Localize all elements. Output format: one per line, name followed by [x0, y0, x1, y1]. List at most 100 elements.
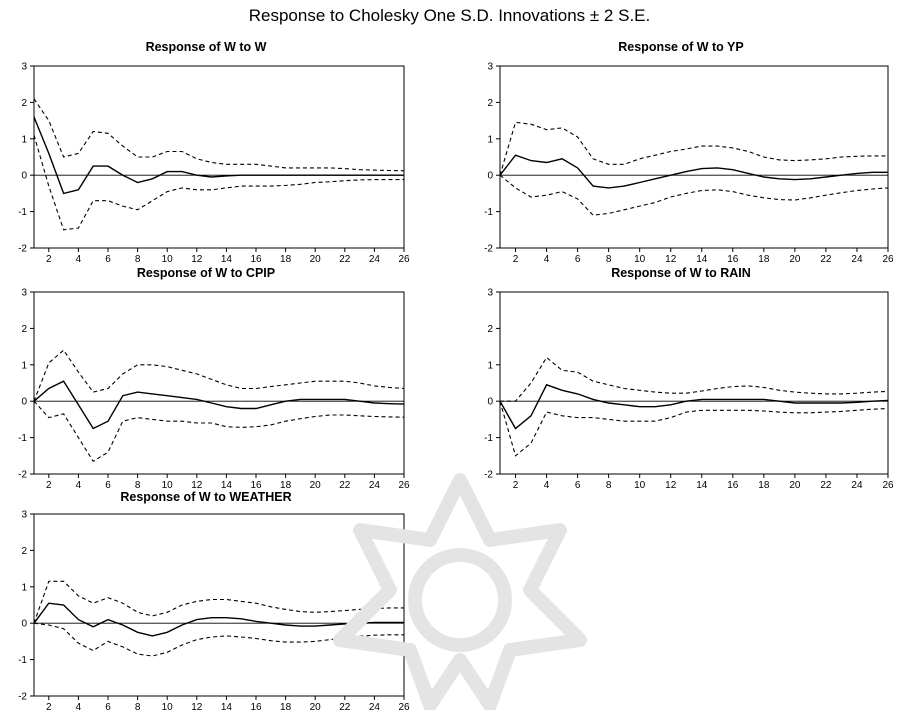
- x-tick-label: 24: [369, 702, 381, 713]
- x-tick-label: 12: [665, 254, 677, 265]
- x-tick-label: 4: [544, 480, 550, 491]
- x-tick-label: 18: [758, 480, 770, 491]
- y-tick-label: -2: [18, 470, 27, 481]
- x-tick-label: 6: [575, 480, 581, 491]
- x-tick-label: 18: [280, 702, 292, 713]
- response-line: [499, 383, 889, 430]
- x-tick-label: 20: [789, 480, 801, 491]
- x-tick-label: 10: [634, 480, 646, 491]
- panel-title: Response of W to RAIN: [611, 266, 751, 280]
- x-tick-label: 8: [606, 480, 612, 491]
- x-tick-label: 6: [105, 702, 111, 713]
- panel-w-to-rain: Response of W to RAIN -2 -1 0 1 2 3 2 4 6 8 10 12 14…: [466, 266, 896, 494]
- x-tick-label: 16: [727, 480, 739, 491]
- y-tick-label: -1: [484, 433, 493, 444]
- y-tick-label: 3: [21, 62, 27, 73]
- x-tick-label: 10: [162, 702, 174, 713]
- upper-band-line: [500, 356, 889, 402]
- x-tick-label: 22: [339, 702, 351, 713]
- y-tick-label: 0: [487, 397, 493, 408]
- x-tick-label: 8: [135, 254, 141, 265]
- y-tick-label: 3: [21, 510, 27, 521]
- y-tick-label: -2: [18, 244, 27, 255]
- x-tick-label: 4: [76, 702, 82, 713]
- x-tick-label: 16: [727, 254, 739, 265]
- y-tick-label: 3: [487, 288, 493, 299]
- response-line: [499, 154, 888, 189]
- x-tick-label: 2: [46, 254, 52, 265]
- y-tick-label: 3: [487, 62, 493, 73]
- x-tick-label: 16: [250, 702, 262, 713]
- y-tick-label: 0: [487, 171, 493, 182]
- x-tick-label: 14: [221, 702, 233, 713]
- x-tick-label: 10: [634, 254, 646, 265]
- x-tick-label: 4: [76, 480, 82, 491]
- x-tick-label: 20: [310, 702, 322, 713]
- y-tick-label: 0: [21, 397, 27, 408]
- x-tick-label: 24: [851, 254, 863, 265]
- x-tick-label: 2: [513, 480, 519, 491]
- y-tick-label: -1: [484, 207, 493, 218]
- upper-band-line: [499, 121, 888, 176]
- x-tick-label: 4: [544, 254, 550, 265]
- x-tick-label: 26: [398, 702, 410, 713]
- x-tick-label: 2: [513, 254, 519, 265]
- upper-band-line: [33, 98, 405, 172]
- y-tick-label: 0: [21, 619, 27, 630]
- x-tick-label: 16: [250, 480, 262, 491]
- x-tick-label: 12: [191, 702, 203, 713]
- x-tick-label: 8: [135, 702, 141, 713]
- x-tick-label: 18: [758, 254, 770, 265]
- x-tick-label: 20: [310, 254, 322, 265]
- y-tick-label: 0: [21, 171, 27, 182]
- x-tick-label: 12: [191, 254, 203, 265]
- x-tick-label: 8: [135, 480, 141, 491]
- plot-frame: [33, 291, 405, 475]
- y-tick-label: -2: [484, 244, 493, 255]
- x-tick-label: 18: [280, 254, 292, 265]
- x-tick-label: 12: [665, 480, 677, 491]
- x-tick-label: 8: [606, 254, 612, 265]
- x-tick-label: 26: [882, 254, 894, 265]
- y-tick-label: -1: [18, 655, 27, 666]
- x-tick-label: 24: [369, 480, 381, 491]
- x-tick-label: 20: [310, 480, 322, 491]
- x-tick-label: 10: [162, 254, 174, 265]
- response-line: [33, 380, 405, 430]
- y-tick-label: 1: [487, 360, 493, 371]
- lower-band-line: [33, 400, 405, 463]
- response-line: [33, 602, 404, 637]
- y-tick-label: -2: [18, 692, 27, 703]
- plot-frame: [33, 513, 405, 697]
- upper-band-line: [33, 349, 405, 402]
- x-tick-label: 4: [76, 254, 82, 265]
- y-tick-label: 2: [21, 546, 27, 557]
- x-tick-label: 14: [696, 254, 708, 265]
- panel-title: Response of W to WEATHER: [120, 490, 292, 504]
- x-tick-label: 22: [339, 480, 351, 491]
- x-tick-label: 24: [369, 254, 381, 265]
- x-tick-label: 6: [575, 254, 581, 265]
- x-tick-label: 22: [820, 480, 832, 491]
- x-tick-label: 22: [820, 254, 832, 265]
- plot-frame: [33, 65, 405, 249]
- x-tick-label: 14: [221, 480, 233, 491]
- x-tick-label: 20: [789, 254, 801, 265]
- lower-band-line: [499, 401, 889, 457]
- x-tick-label: 6: [105, 480, 111, 491]
- y-tick-label: 2: [21, 98, 27, 109]
- x-tick-label: 14: [221, 254, 233, 265]
- y-tick-label: 2: [487, 324, 493, 335]
- x-tick-label: 26: [398, 254, 410, 265]
- x-tick-label: 24: [851, 480, 863, 491]
- x-tick-label: 22: [339, 254, 351, 265]
- x-tick-label: 18: [280, 480, 292, 491]
- plot-frame: [499, 291, 889, 475]
- panel-w-to-cpip: Response of W to CPIP -2 -1 0 1 2 3 2 4 6 8 10 12 14…: [0, 266, 412, 494]
- y-tick-label: 2: [487, 98, 493, 109]
- panel-title: Response of W to YP: [618, 40, 744, 54]
